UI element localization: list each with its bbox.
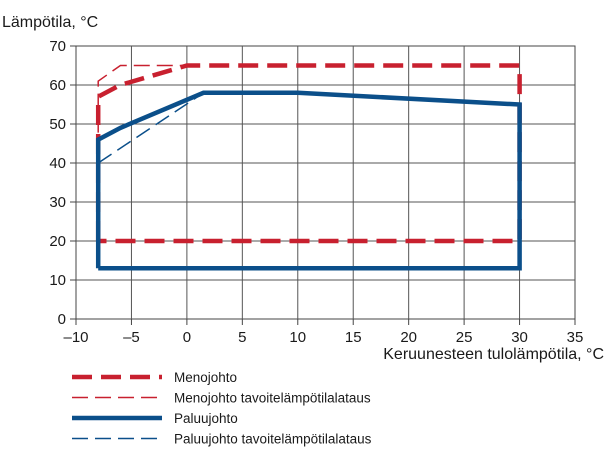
x-axis-title: Keruunesteen tulolämpötila, °C <box>383 346 604 363</box>
y-tick-label: 20 <box>49 233 66 250</box>
series-line-0 <box>95 63 522 244</box>
x-tick-label: 35 <box>567 329 584 346</box>
series-line-1 <box>97 64 187 179</box>
series-line-2 <box>95 90 522 271</box>
legend-label-1: Menojohto tavoitelämpötilalataus <box>174 391 371 406</box>
y-tick-label: 50 <box>49 116 66 133</box>
x-tick-label: 20 <box>400 329 417 346</box>
y-axis-title: Lämpötila, °C <box>2 14 98 31</box>
x-tick-label: 30 <box>511 329 528 346</box>
series-group <box>95 63 522 271</box>
legend-label-0: Menojohto <box>174 370 237 385</box>
y-tick-label: 0 <box>58 311 66 328</box>
x-tick-label: 5 <box>238 329 246 346</box>
plot-area <box>75 45 576 320</box>
x-tick-label: 25 <box>456 329 473 346</box>
x-tick-label: –10 <box>63 329 88 346</box>
y-tick-label: 30 <box>49 194 66 211</box>
series-line-3 <box>97 92 204 164</box>
legend-label-2: Paluujohto <box>174 411 238 426</box>
x-tick-label: 0 <box>183 329 191 346</box>
legend-label-3: Paluujohto tavoitelämpötilalataus <box>174 432 372 447</box>
legend: Menojohto Menojohto tavoitelämpötilalatau… <box>72 370 372 447</box>
x-tick-label: 15 <box>345 329 362 346</box>
x-tick-label: –5 <box>123 329 140 346</box>
y-tick-label: 70 <box>49 38 66 55</box>
y-tick-label: 60 <box>49 77 66 94</box>
axes: 0 10 20 30 40 50 60 70 –10 –5 0 5 10 15 20 25 30 35 <box>49 38 583 346</box>
y-tick-label: 10 <box>49 272 66 289</box>
y-tick-label: 40 <box>49 155 66 172</box>
x-tick-label: 10 <box>289 329 306 346</box>
